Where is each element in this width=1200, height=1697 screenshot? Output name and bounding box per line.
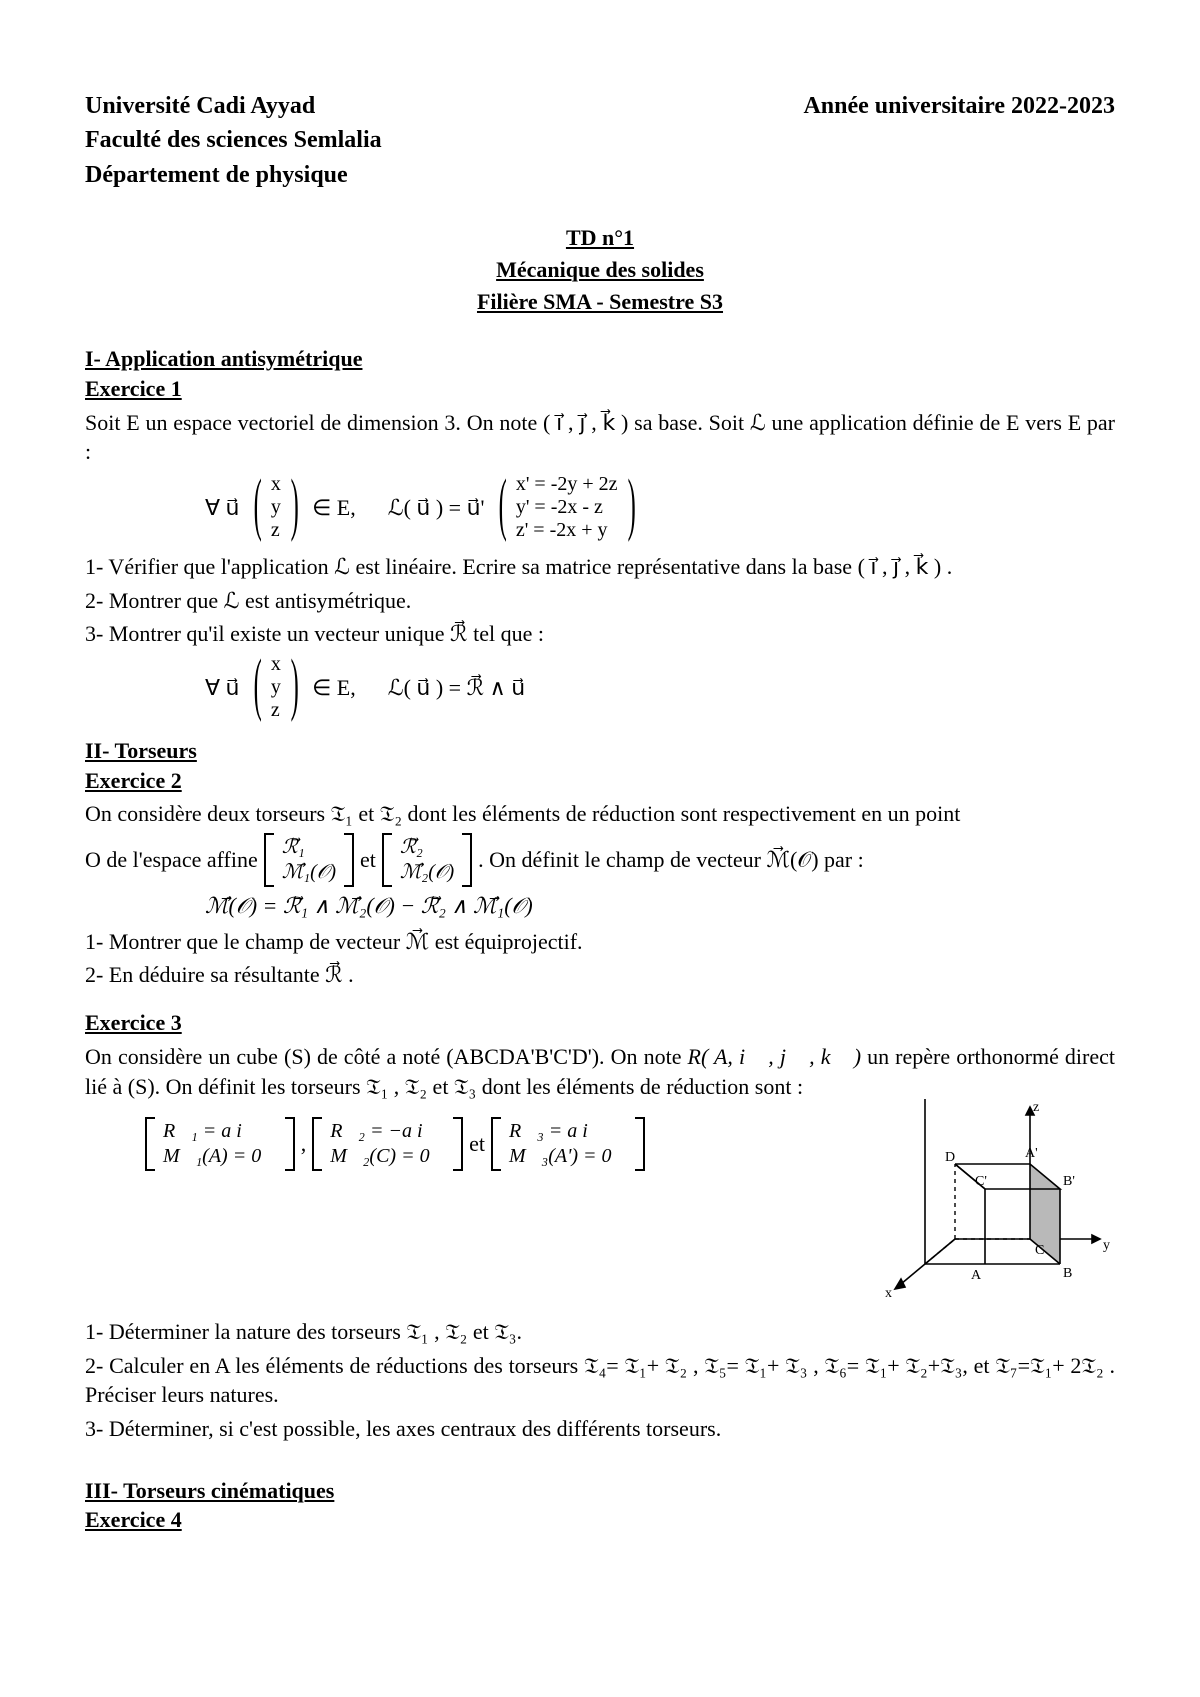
cube-figure: z y x D A' B' C' A B C	[875, 1099, 1115, 1307]
ex1-q1-a: 1- Vérifier que l'application ℒ est liné…	[85, 554, 858, 579]
t1-m: ℳ⃗₁(𝒪)	[282, 860, 336, 885]
ex3-q3: 3- Déterminer, si c'est possible, les ax…	[85, 1414, 1115, 1444]
t2-r: ℛ⃗₂	[400, 835, 454, 860]
cube-Cp-label: C'	[975, 1174, 987, 1189]
ex2-line1: On considère deux torseurs 𝔗₁ et 𝔗₂ dont…	[85, 799, 1115, 829]
ex3-t1-r: R⃗₁ = a i⃗	[163, 1119, 277, 1144]
cube-C-label: C	[1035, 1243, 1044, 1258]
exercice-3-heading: Exercice 3	[85, 1008, 1115, 1038]
vector-uprime: ( x' = -2y + 2z y' = -2x - z z' = -2x + …	[491, 473, 643, 542]
ex3-t3-m: M⃗₃(A') = 0⃗	[509, 1144, 627, 1169]
up-3: z' = -2x + y	[516, 519, 618, 542]
ex2-eq: ℳ⃗(𝒪) = ℛ⃗₁ ∧ ℳ⃗₂(𝒪) − ℛ⃗₂ ∧ ℳ⃗₁(𝒪)	[85, 891, 1115, 921]
ex1-eq1: ∀ u⃗ ( x y z ) ∈ E, ℒ( u⃗ ) = u⃗' ( x' =…	[85, 473, 1115, 542]
ex1-q2: 2- Montrer que ℒ est antisymétrique.	[85, 586, 1115, 616]
section-2-heading: II- Torseurs	[85, 736, 1115, 766]
university: Université Cadi Ayyad	[85, 90, 382, 122]
ex3-t2-r: R⃗₂ = −a i⃗	[330, 1119, 445, 1144]
ex2-q2: 2- En déduire sa résultante ℛ⃗ .	[85, 960, 1115, 990]
up-1: x' = -2y + 2z	[516, 473, 618, 496]
ex1-forall: ∀ u⃗	[205, 493, 240, 523]
cube-Bp-label: B'	[1063, 1174, 1075, 1189]
academic-year: Année universitaire 2022-2023	[803, 90, 1115, 193]
section-1-heading: I- Application antisymétrique	[85, 344, 1115, 374]
ex3-t2-m: M⃗₂(C) = 0⃗	[330, 1144, 445, 1169]
ex3-p1-R: R( A, i⃗ , j⃗ , k⃗ )	[688, 1044, 861, 1069]
ex1-basis: ( i⃗ , j⃗ , k⃗ )	[543, 410, 628, 435]
ex3-torseurs: R⃗₁ = a i⃗ M⃗₁(A) = 0⃗ , R⃗₂ = −a i⃗ M⃗₂…	[85, 1117, 857, 1171]
ex2-line2-a: O de l'espace affine	[85, 845, 258, 875]
title-block: TD n°1 Mécanique des solides Filière SMA…	[85, 223, 1115, 316]
up-2: y' = -2x - z	[516, 496, 618, 519]
u-y: y	[271, 496, 281, 519]
ex3-t1-m: M⃗₁(A) = 0⃗	[163, 1144, 277, 1169]
vector-u: ( x y z )	[246, 473, 307, 542]
ex1-q1-b: .	[947, 554, 953, 579]
axis-z-label: z	[1033, 1100, 1039, 1115]
ex3-t1: R⃗₁ = a i⃗ M⃗₁(A) = 0⃗	[145, 1117, 295, 1171]
u-x: x	[271, 473, 281, 496]
torseur-1: ℛ⃗₁ ℳ⃗₁(𝒪)	[264, 833, 354, 887]
ex2-q1: 1- Montrer que le champ de vecteur ℳ⃗ es…	[85, 927, 1115, 957]
ex1-eq2: ∀ u⃗ ( x y z ) ∈ E, ℒ( u⃗ ) = ℛ⃗ ∧ u⃗	[85, 653, 1115, 722]
section-3-heading: III- Torseurs cinématiques	[85, 1476, 1115, 1506]
u-z: z	[271, 519, 281, 542]
exercice-4-heading: Exercice 4	[85, 1505, 1115, 1535]
axis-x-label: x	[885, 1286, 892, 1299]
ex1-forall-2: ∀ u⃗	[205, 673, 240, 703]
ex2-line2-b: . On définit le champ de vecteur ℳ⃗(𝒪) p…	[478, 845, 864, 875]
exercice-2-heading: Exercice 2	[85, 766, 1115, 796]
in-E: ∈ E,	[312, 493, 356, 523]
Lu-eq: ℒ( u⃗ ) = u⃗'	[388, 493, 485, 523]
ex2-line2: O de l'espace affine ℛ⃗₁ ℳ⃗₁(𝒪) et ℛ⃗₂ ℳ…	[85, 833, 1115, 887]
ex2-et: et	[360, 845, 376, 875]
ex3-t3: R⃗₃ = a i⃗ M⃗₃(A') = 0⃗	[491, 1117, 645, 1171]
axis-y-label: y	[1103, 1238, 1110, 1253]
t1-r: ℛ⃗₁	[282, 835, 336, 860]
t2-m: ℳ⃗₂(𝒪)	[400, 860, 454, 885]
cube-D-label: D	[945, 1150, 955, 1165]
ex3-q1: 1- Déterminer la nature des torseurs 𝔗₁ …	[85, 1317, 1115, 1347]
title-line-2: Mécanique des solides	[85, 255, 1115, 285]
ex3-sep2: et	[469, 1129, 485, 1159]
u2-z: z	[271, 699, 281, 722]
cube-A-label: A	[971, 1268, 982, 1283]
department: Département de physique	[85, 159, 382, 191]
ex3-t2: R⃗₂ = −a i⃗ M⃗₂(C) = 0⃗	[312, 1117, 463, 1171]
ex3-q2: 2- Calculer en A les éléments de réducti…	[85, 1351, 1115, 1410]
header: Université Cadi Ayyad Faculté des scienc…	[85, 90, 1115, 193]
ex1-intro: Soit E un espace vectoriel de dimension …	[85, 408, 1115, 467]
ex1-q1-basis: ( i⃗ , j⃗ , k⃗ )	[858, 554, 942, 579]
ex1-intro-a: Soit E un espace vectoriel de dimension …	[85, 410, 543, 435]
ex3-t3-r: R⃗₃ = a i⃗	[509, 1119, 627, 1144]
cube-Ap-label: A'	[1025, 1146, 1038, 1161]
cube-B-label: B	[1063, 1266, 1072, 1281]
ex3-sep1: ,	[301, 1129, 307, 1159]
u2-x: x	[271, 653, 281, 676]
u2-y: y	[271, 676, 281, 699]
exercice-1-heading: Exercice 1	[85, 374, 1115, 404]
title-line-1: TD n°1	[85, 223, 1115, 253]
in-E-2: ∈ E,	[312, 673, 356, 703]
page: Université Cadi Ayyad Faculté des scienc…	[0, 0, 1200, 1697]
ex1-q3: 3- Montrer qu'il existe un vecteur uniqu…	[85, 619, 1115, 649]
ex3-p1-a: On considère un cube (S) de côté a noté …	[85, 1044, 688, 1069]
faculty: Faculté des sciences Semlalia	[85, 124, 382, 156]
ex1-eq2-rhs: ℒ( u⃗ ) = ℛ⃗ ∧ u⃗	[388, 673, 525, 703]
header-left: Université Cadi Ayyad Faculté des scienc…	[85, 90, 382, 193]
title-line-3: Filière SMA - Semestre S3	[85, 287, 1115, 317]
ex3-p1: On considère un cube (S) de côté a noté …	[85, 1042, 1115, 1101]
ex1-q1: 1- Vérifier que l'application ℒ est liné…	[85, 552, 1115, 582]
torseur-2: ℛ⃗₂ ℳ⃗₂(𝒪)	[382, 833, 472, 887]
vector-u-2: ( x y z )	[246, 653, 307, 722]
